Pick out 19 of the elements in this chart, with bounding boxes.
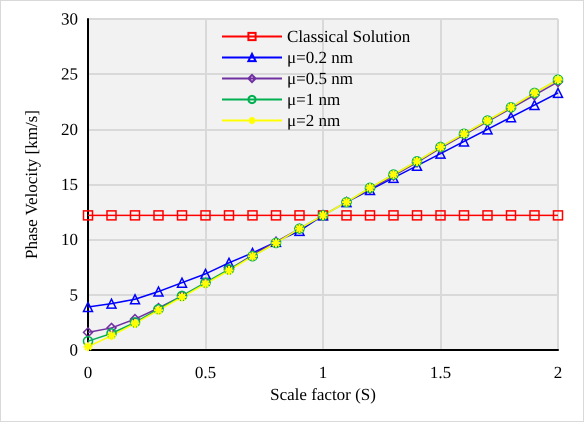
y-tick-label: 20 (61, 120, 78, 139)
legend-label: μ=2 nm (287, 111, 340, 130)
legend-label: μ=0.5 nm (287, 69, 353, 88)
y-axis-title: Phase Velocity [km/s] (22, 110, 41, 259)
y-tick-label: 5 (70, 285, 78, 304)
y-tick-label: 30 (61, 10, 78, 28)
x-axis-title: Scale factor (S) (270, 384, 376, 404)
x-tick-label: 1 (318, 363, 328, 382)
x-tick-label: 0.5 (194, 363, 216, 382)
x-tick-label: 2 (554, 363, 562, 382)
legend-label: Classical Solution (287, 27, 411, 46)
legend-label: μ=0.2 nm (287, 48, 353, 67)
y-tick-label: 25 (61, 64, 78, 84)
x-tick-label: 1.5 (430, 363, 452, 382)
y-tick-label: 0 (70, 340, 78, 360)
x-tick-label: 0 (84, 363, 92, 382)
legend-label: μ=1 nm (287, 90, 340, 109)
y-tick-label: 15 (61, 175, 78, 194)
y-tick-label: 10 (61, 230, 78, 250)
